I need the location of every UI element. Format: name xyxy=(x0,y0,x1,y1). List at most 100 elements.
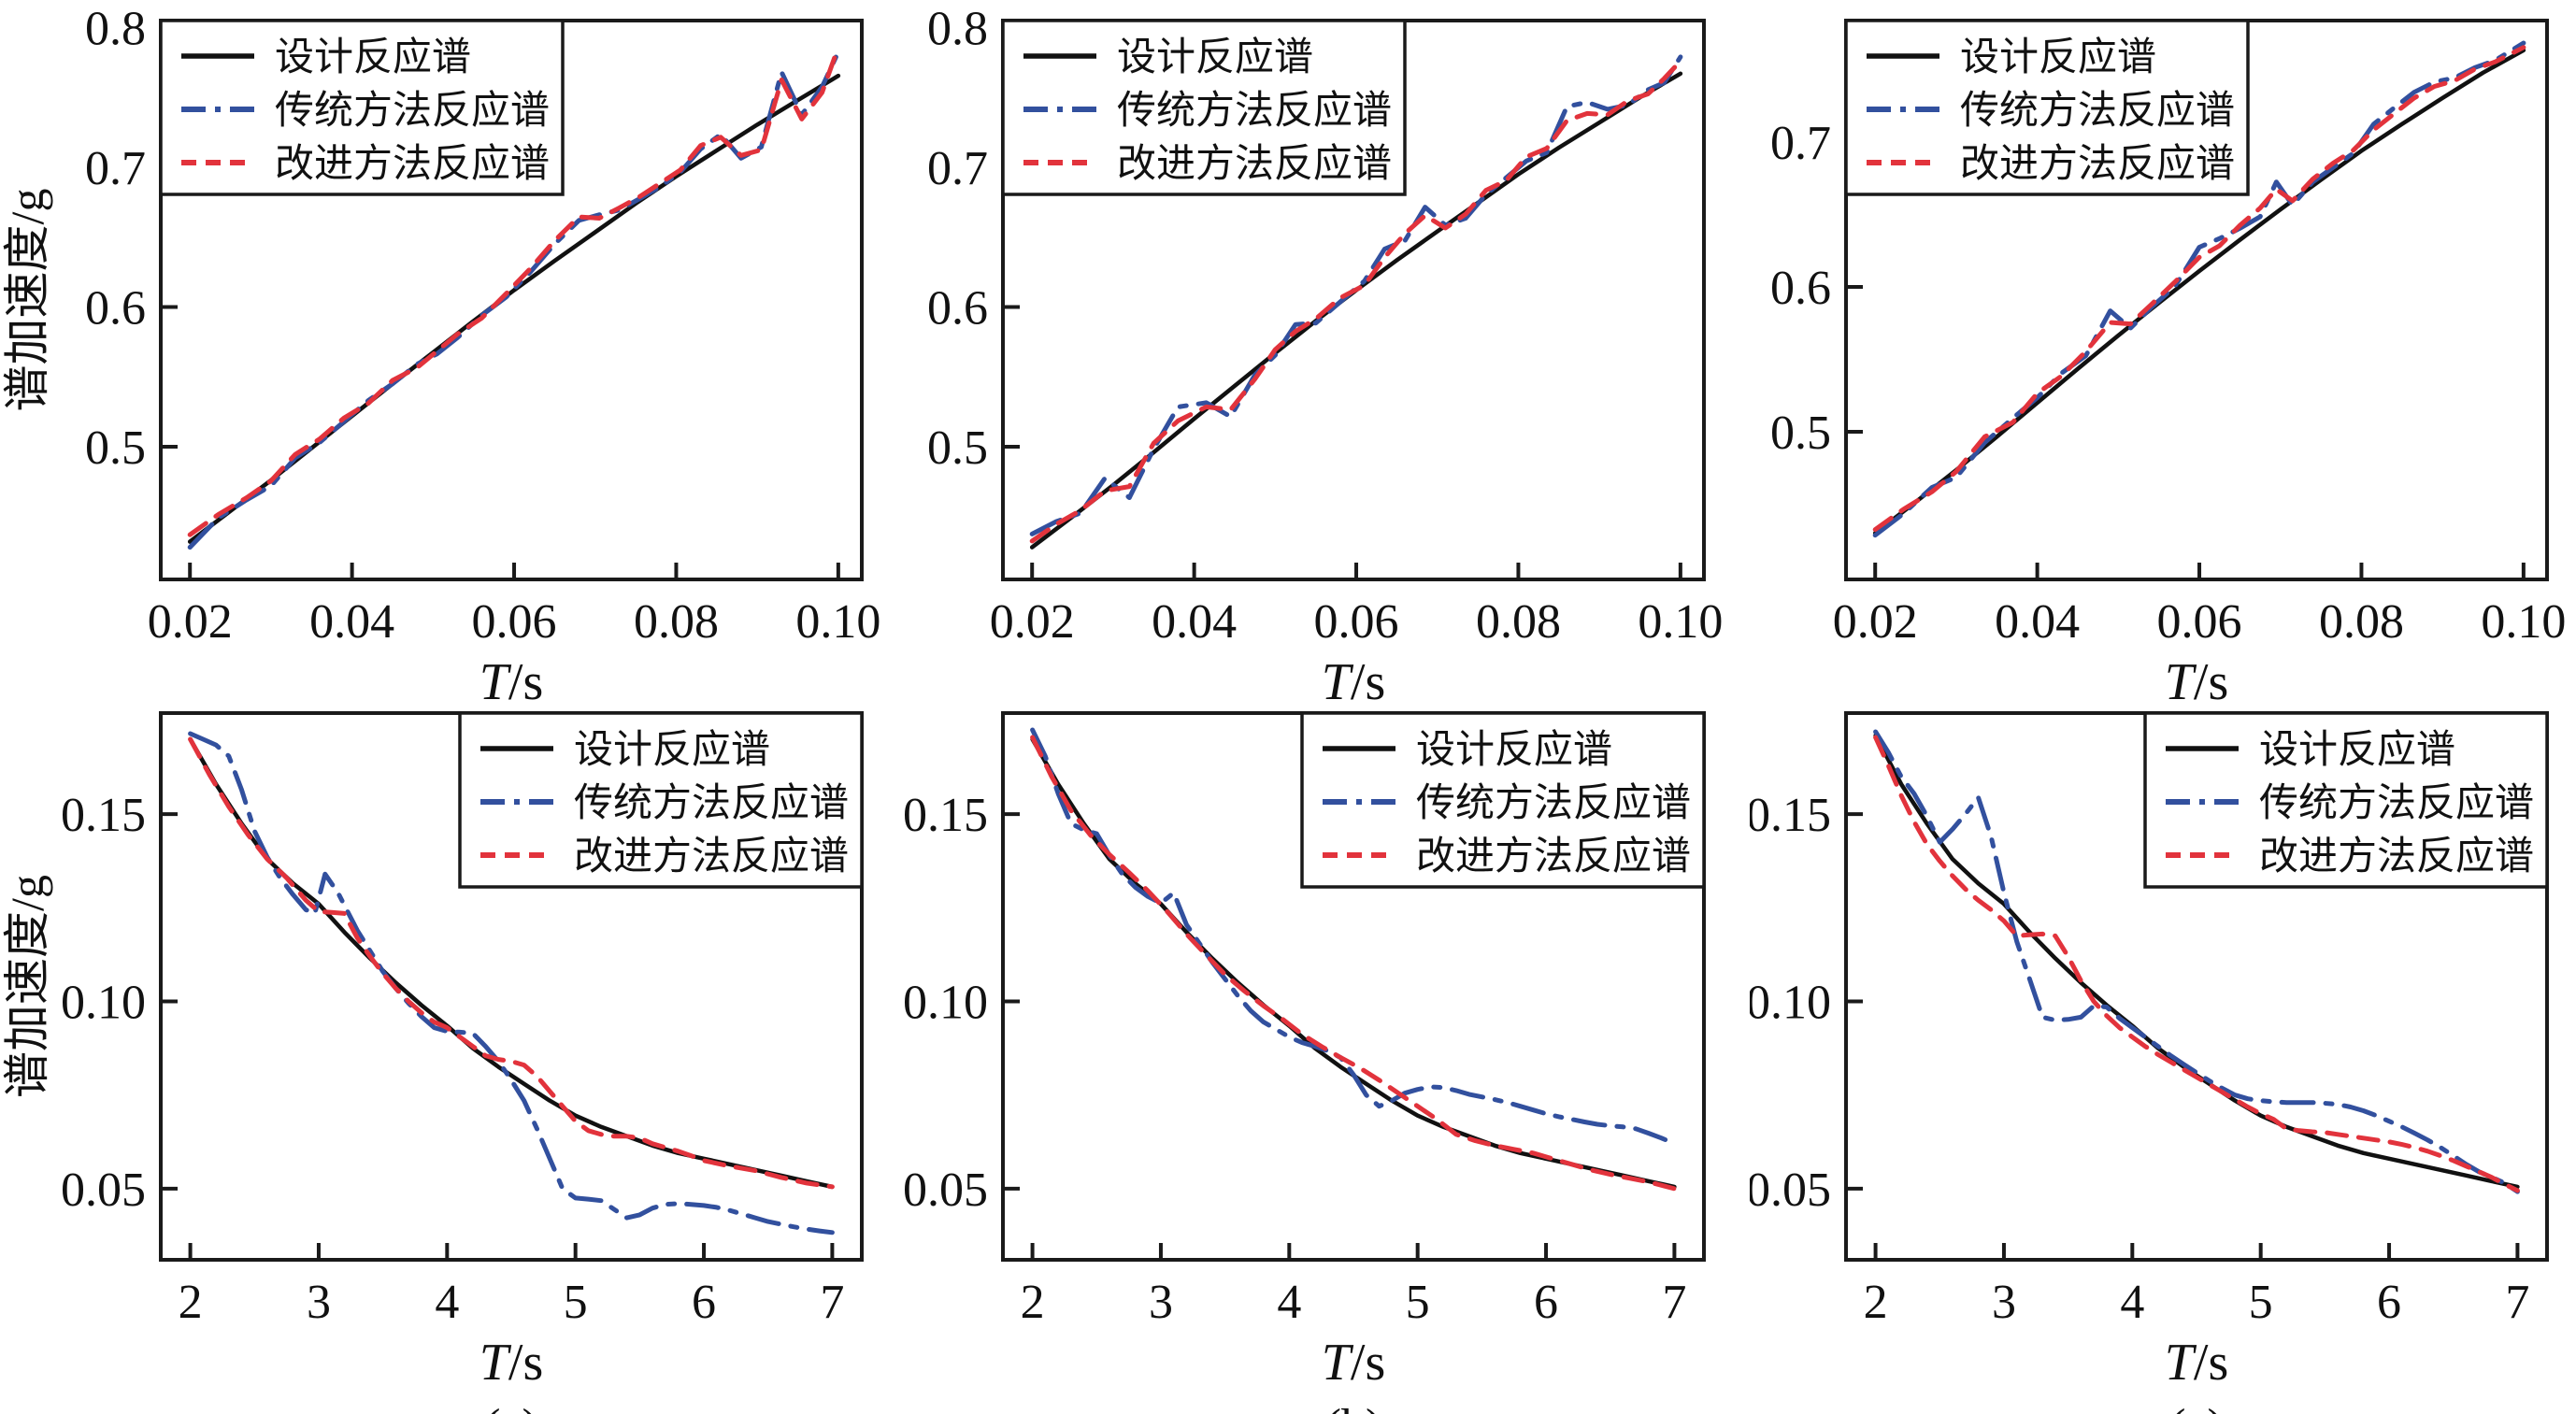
legend-label-traditional: 传统方法反应谱 xyxy=(1416,781,1691,825)
chart-panel-top-right-short-period: 0.02 0.04 0.06 0.08 0.10 0.5 0.6 0.7 T/s 设计反应谱传统方… xyxy=(1770,19,2566,706)
legend-label-traditional: 传统方法反应谱 xyxy=(1960,89,2235,133)
x-tick-label: 7 xyxy=(820,1276,844,1329)
x-tick-label: 5 xyxy=(2249,1276,2273,1329)
chart-panel-top-left-short-period: 0.02 0.04 0.06 0.08 0.10 0.5 0.6 0.7 0.8 T/s 谱加速度/… xyxy=(1,2,880,706)
x-tick-label: 2 xyxy=(179,1276,203,1329)
y-axis-label: 谱加速度/g xyxy=(1,875,53,1098)
x-tick-label: 0.08 xyxy=(1476,595,1561,649)
x-tick-label: 0.10 xyxy=(2481,595,2566,649)
y-tick-label: 0.6 xyxy=(85,281,146,335)
legend-box xyxy=(1300,711,1706,889)
legend-box xyxy=(159,19,565,196)
x-tick-label: 3 xyxy=(1149,1276,1173,1329)
legend-label-design: 设计反应谱 xyxy=(1416,728,1612,772)
x-tick-label: 5 xyxy=(1406,1276,1430,1329)
panel-caption: (c) xyxy=(2169,1400,2224,1414)
x-axis-label: T/s xyxy=(479,1334,544,1392)
y-tick-label: 0.15 xyxy=(1750,789,1831,842)
x-tick-label: 0.06 xyxy=(1314,595,1399,649)
legend-label-traditional: 传统方法反应谱 xyxy=(1117,89,1392,133)
panel-caption: (b) xyxy=(1325,1400,1382,1414)
legend-label-improved: 改进方法反应谱 xyxy=(1960,142,2235,186)
chart-panel-bottom-right-long-period: 2 3 4 5 6 7 0.05 0.10 0.15 T/s (c) 设计反应谱传统方法反应谱改进方法… xyxy=(1750,711,2549,1414)
y-tick-label: 0.10 xyxy=(903,977,988,1030)
legend-label-traditional: 传统方法反应谱 xyxy=(275,89,550,133)
legend-label-design: 设计反应谱 xyxy=(2259,728,2455,772)
x-tick-label: 6 xyxy=(692,1276,716,1329)
series-improved-line xyxy=(188,736,835,1190)
chart-panel-bottom-middle-long-period: 2 3 4 5 6 7 0.05 0.10 0.15 T/s (b) 设计反应谱传统方法反应谱改进方法… xyxy=(903,711,1706,1414)
y-axis-label: 谱加速度/g xyxy=(1,189,53,412)
x-tick-label: 6 xyxy=(2377,1276,2401,1329)
y-tick-label: 0.5 xyxy=(927,421,988,475)
series-traditional-line xyxy=(1029,54,1683,536)
y-tick-label: 0.8 xyxy=(85,2,146,55)
series-traditional-line xyxy=(1873,729,2520,1194)
x-tick-label: 0.04 xyxy=(1152,595,1237,649)
x-tick-label: 5 xyxy=(564,1276,588,1329)
x-tick-label: 0.06 xyxy=(2157,595,2242,649)
x-tick-label: 0.04 xyxy=(309,595,394,649)
y-tick-label: 0.6 xyxy=(927,281,988,335)
x-tick-label: 4 xyxy=(2120,1276,2144,1329)
x-tick-label: 0.02 xyxy=(990,595,1075,649)
x-axis-label: T/s xyxy=(2165,1334,2229,1392)
x-tick-label: 2 xyxy=(1864,1276,1888,1329)
legend-box xyxy=(1001,19,1407,196)
series-traditional-line xyxy=(1030,727,1677,1147)
legend-label-design: 设计反应谱 xyxy=(1117,36,1313,79)
series-improved-line xyxy=(1030,735,1677,1192)
y-tick-label: 0.10 xyxy=(1750,977,1831,1030)
x-tick-label: 0.10 xyxy=(795,595,880,649)
x-tick-label: 7 xyxy=(1662,1276,1686,1329)
x-tick-label: 0.04 xyxy=(1995,595,2080,649)
legend-label-improved: 改进方法反应谱 xyxy=(574,835,849,878)
x-tick-label: 0.02 xyxy=(148,595,233,649)
x-tick-label: 3 xyxy=(307,1276,331,1329)
x-tick-label: 0.08 xyxy=(2319,595,2404,649)
y-tick-label: 0.15 xyxy=(903,789,988,842)
legend-box xyxy=(2143,711,2549,889)
x-tick-label: 4 xyxy=(435,1276,459,1329)
y-tick-label: 0.10 xyxy=(61,977,146,1030)
x-tick-label: 7 xyxy=(2505,1276,2529,1329)
legend-label-design: 设计反应谱 xyxy=(574,728,770,772)
series-traditional-line xyxy=(188,731,835,1235)
y-tick-label: 0.5 xyxy=(1770,407,1831,460)
x-tick-label: 3 xyxy=(1992,1276,2016,1329)
series-improved-line xyxy=(1873,735,2520,1193)
y-tick-label: 0.8 xyxy=(927,2,988,55)
x-tick-label: 6 xyxy=(1534,1276,1558,1329)
chart-panel-bottom-left-long-period: 2 3 4 5 6 7 0.05 0.10 0.15 T/s 谱加速度/g (a) 设计反应谱传统方法反… xyxy=(1,711,864,1414)
legend-box xyxy=(458,711,864,889)
legend-box xyxy=(1844,19,2250,196)
series-improved-line xyxy=(187,44,841,537)
x-axis-label: T/s xyxy=(479,653,544,706)
y-tick-label: 0.7 xyxy=(1770,117,1831,170)
series-improved-line xyxy=(1872,45,2526,533)
y-tick-label: 0.05 xyxy=(903,1164,988,1217)
legend-label-improved: 改进方法反应谱 xyxy=(275,142,550,186)
y-tick-label: 0.6 xyxy=(1770,262,1831,315)
x-tick-label: 2 xyxy=(1021,1276,1045,1329)
y-tick-label: 0.7 xyxy=(927,142,988,195)
y-tick-label: 0.7 xyxy=(85,142,146,195)
x-tick-label: 0.10 xyxy=(1638,595,1723,649)
y-tick-label: 0.05 xyxy=(61,1164,146,1217)
x-axis-label: T/s xyxy=(2165,653,2229,706)
x-tick-label: 4 xyxy=(1277,1276,1301,1329)
chart-panel-top-middle-short-period: 0.02 0.04 0.06 0.08 0.10 0.5 0.6 0.7 0.8 T/s 设计反应谱… xyxy=(927,2,1723,706)
legend-label-improved: 改进方法反应谱 xyxy=(1117,142,1392,186)
series-improved-line xyxy=(1029,58,1683,544)
y-tick-label: 0.05 xyxy=(1750,1164,1831,1217)
x-tick-label: 0.02 xyxy=(1833,595,1918,649)
x-axis-label: T/s xyxy=(1322,653,1386,706)
legend-label-improved: 改进方法反应谱 xyxy=(1416,835,1691,878)
